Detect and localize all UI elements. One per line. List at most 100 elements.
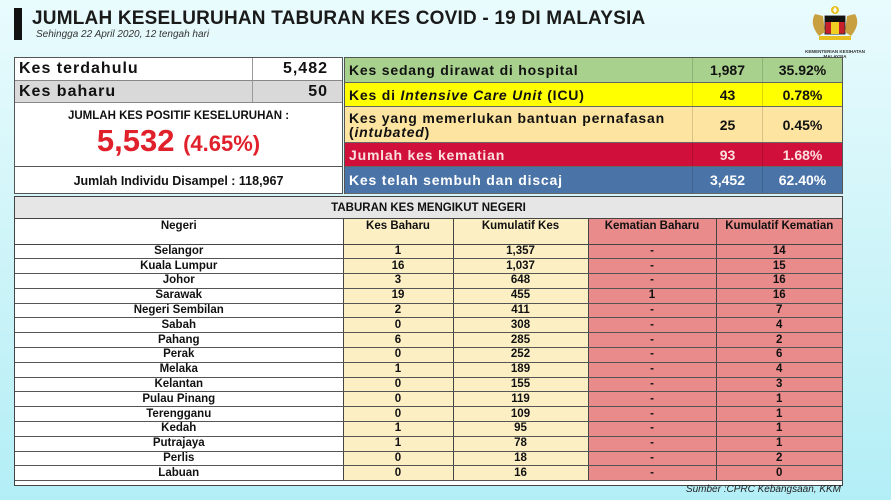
new-deaths: - [587,391,716,408]
cumulative-cases: 1,357 [452,244,588,260]
new-cases: 1 [342,244,453,260]
page-subtitle: Sehingga 22 April 2020, 12 tengah hari [36,29,210,40]
cumulative-cases: 109 [452,406,588,423]
new-cases: 1 [342,421,453,437]
col-header-new-cases: Kes Baharu [342,219,453,245]
new-cases: 0 [342,317,453,334]
cumulative-deaths: 16 [715,273,842,289]
table-row: Putrajaya 1 78-1 [15,436,842,452]
cumulative-deaths: 6 [715,347,842,363]
status-label: Kes sedang dirawat di hospital [349,62,579,78]
cumulative-deaths: 16 [715,288,842,304]
new-cases-value: 50 [252,81,342,102]
new-cases: 0 [342,347,453,363]
new-cases: 19 [342,288,453,304]
state-name: Labuan [15,465,343,482]
status-percent: 0.78% [762,83,842,106]
previous-cases-value: 5,482 [252,58,342,80]
table-row: Melaka 1 189-4 [15,362,842,378]
status-count: 3,452 [692,167,762,193]
new-deaths: 1 [587,288,716,304]
cumulative-deaths: 4 [715,317,842,334]
state-name: Selangor [15,244,343,260]
total-positive-value: 5,532 [96,123,175,158]
new-deaths: - [587,258,716,275]
cumulative-cases: 252 [452,347,588,363]
status-count: 25 [692,107,762,142]
new-cases: 0 [342,406,453,423]
cumulative-deaths: 0 [715,465,842,482]
new-deaths: - [587,377,716,393]
cumulative-cases: 95 [452,421,588,437]
table-row: Pahang 6 285-2 [15,332,842,349]
state-name: Sabah [15,317,343,334]
cumulative-deaths: 2 [715,332,842,349]
new-deaths: - [587,421,716,437]
total-positive-label: JUMLAH KES POSITIF KESELURUHAN : [67,110,290,122]
new-deaths: - [587,273,716,289]
cumulative-deaths: 1 [715,421,842,437]
status-count: 93 [692,143,762,166]
state-name: Kelantan [15,377,343,393]
status-row: Kes di Intensive Care Unit (ICU) 43 0.78% [345,83,842,107]
new-deaths: - [587,436,716,452]
state-name: Perlis [15,451,343,467]
cumulative-deaths: 1 [715,391,842,408]
cumulative-cases: 285 [452,332,588,349]
state-name: Kedah [15,421,343,437]
previous-cases-label: Kes terdahulu [19,60,139,77]
new-cases: 1 [342,362,453,378]
col-header-cumulative-deaths: Kumulatif Kematian [715,219,842,245]
cumulative-cases: 155 [452,377,588,393]
table-row: Kuala Lumpur 16 1,037-15 [15,258,842,275]
state-table: TABURAN KES MENGIKUT NEGERI Negeri Kes B… [14,196,843,486]
table-row: Kelantan 0 155-3 [15,377,842,393]
status-percent: 1.68% [762,143,842,166]
cumulative-cases: 1,037 [452,258,588,275]
new-cases: 0 [342,391,453,408]
cumulative-cases: 455 [452,288,588,304]
status-row: Kes telah sembuh dan discaj 3,452 62.40% [345,167,842,194]
cumulative-deaths: 15 [715,258,842,275]
cumulative-deaths: 3 [715,377,842,393]
cumulative-cases: 411 [452,303,588,319]
cumulative-cases: 308 [452,317,588,334]
table-row: Johor 3 648-16 [15,273,842,289]
table-row: Sarawak 19 455 1 16 [15,288,842,304]
cumulative-deaths: 1 [715,436,842,452]
table-row: Selangor 1 1,357-14 [15,244,842,260]
status-row: Jumlah kes kematian 93 1.68% [345,143,842,167]
col-header-cumulative-cases: Kumulatif Kes [452,219,588,245]
cumulative-deaths: 7 [715,303,842,319]
status-panel: Kes sedang dirawat di hospital 1,987 35.92… [344,57,843,194]
status-percent: 62.40% [762,167,842,193]
new-cases: 3 [342,273,453,289]
new-cases-row: Kes baharu 50 [15,81,342,103]
state-name: Pahang [15,332,343,349]
table-row: Labuan 0 16-0 [15,465,842,482]
new-deaths: - [587,362,716,378]
cumulative-cases: 16 [452,465,588,482]
new-deaths: - [587,347,716,363]
source-note: Sumber :CPRC Kebangsaan, KKM [685,484,841,495]
table-row: Kedah 1 95-1 [15,421,842,437]
new-cases: 2 [342,303,453,319]
state-name: Putrajaya [15,436,343,452]
new-deaths: - [587,303,716,319]
summary-panel: Kes terdahulu 5,482 Kes baharu 50 JUMLAH… [14,57,343,194]
status-label: Jumlah kes kematian [349,146,506,163]
state-name: Melaka [15,362,343,378]
status-row: Kes yang memerlukan bantuan pernafasan (… [345,107,842,143]
cumulative-cases: 189 [452,362,588,378]
table-row: Terengganu 0 109-1 [15,406,842,423]
status-label: Kes di Intensive Care Unit (ICU) [349,86,585,103]
status-count: 43 [692,83,762,106]
new-cases: 0 [342,377,453,393]
cumulative-deaths: 4 [715,362,842,378]
new-cases: 6 [342,332,453,349]
table-row: Negeri Sembilan 2 411-7 [15,303,842,319]
status-label: Kes yang memerlukan bantuan pernafasan (… [349,109,665,140]
new-deaths: - [587,451,716,467]
table-row: Perlis 0 18-2 [15,451,842,467]
state-name: Pulau Pinang [15,391,343,408]
